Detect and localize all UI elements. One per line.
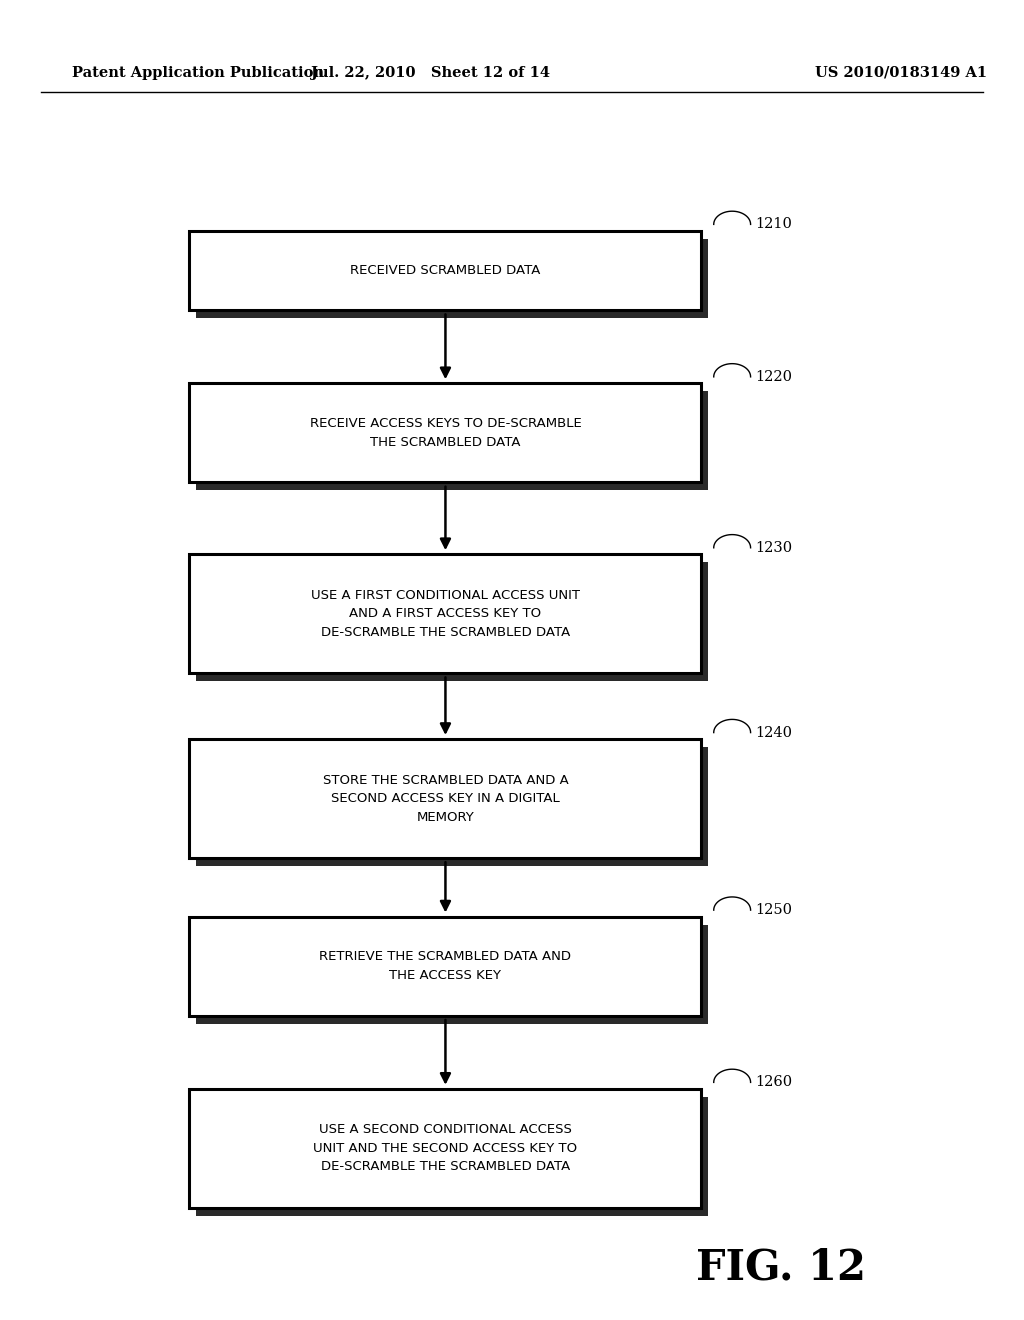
Bar [196,924,708,1024]
Bar [189,739,701,858]
Bar [189,916,701,1016]
Bar [196,391,708,490]
Text: USE A FIRST CONDITIONAL ACCESS UNIT
AND A FIRST ACCESS KEY TO
DE-SCRAMBLE THE SC: USE A FIRST CONDITIONAL ACCESS UNIT AND … [311,589,580,639]
Bar [189,383,701,482]
Text: RECEIVE ACCESS KEYS TO DE-SCRAMBLE
THE SCRAMBLED DATA: RECEIVE ACCESS KEYS TO DE-SCRAMBLE THE S… [309,417,582,449]
Bar [189,231,701,310]
Text: RETRIEVE THE SCRAMBLED DATA AND
THE ACCESS KEY: RETRIEVE THE SCRAMBLED DATA AND THE ACCE… [319,950,571,982]
Text: FIG. 12: FIG. 12 [696,1246,866,1288]
Text: 1220: 1220 [756,370,793,384]
Text: 1230: 1230 [756,541,793,554]
Text: USE A SECOND CONDITIONAL ACCESS
UNIT AND THE SECOND ACCESS KEY TO
DE-SCRAMBLE TH: USE A SECOND CONDITIONAL ACCESS UNIT AND… [313,1123,578,1173]
Text: 1260: 1260 [756,1076,793,1089]
Bar [189,554,701,673]
Text: 1240: 1240 [756,726,793,739]
Text: Jul. 22, 2010   Sheet 12 of 14: Jul. 22, 2010 Sheet 12 of 14 [310,66,550,79]
Bar [189,1089,701,1208]
Bar [196,239,708,318]
Text: RECEIVED SCRAMBLED DATA: RECEIVED SCRAMBLED DATA [350,264,541,277]
Text: STORE THE SCRAMBLED DATA AND A
SECOND ACCESS KEY IN A DIGITAL
MEMORY: STORE THE SCRAMBLED DATA AND A SECOND AC… [323,774,568,824]
Bar [196,1097,708,1216]
Text: 1210: 1210 [756,218,793,231]
Bar [196,562,708,681]
Text: Patent Application Publication: Patent Application Publication [72,66,324,79]
Text: 1250: 1250 [756,903,793,917]
Bar [196,747,708,866]
Text: US 2010/0183149 A1: US 2010/0183149 A1 [815,66,987,79]
